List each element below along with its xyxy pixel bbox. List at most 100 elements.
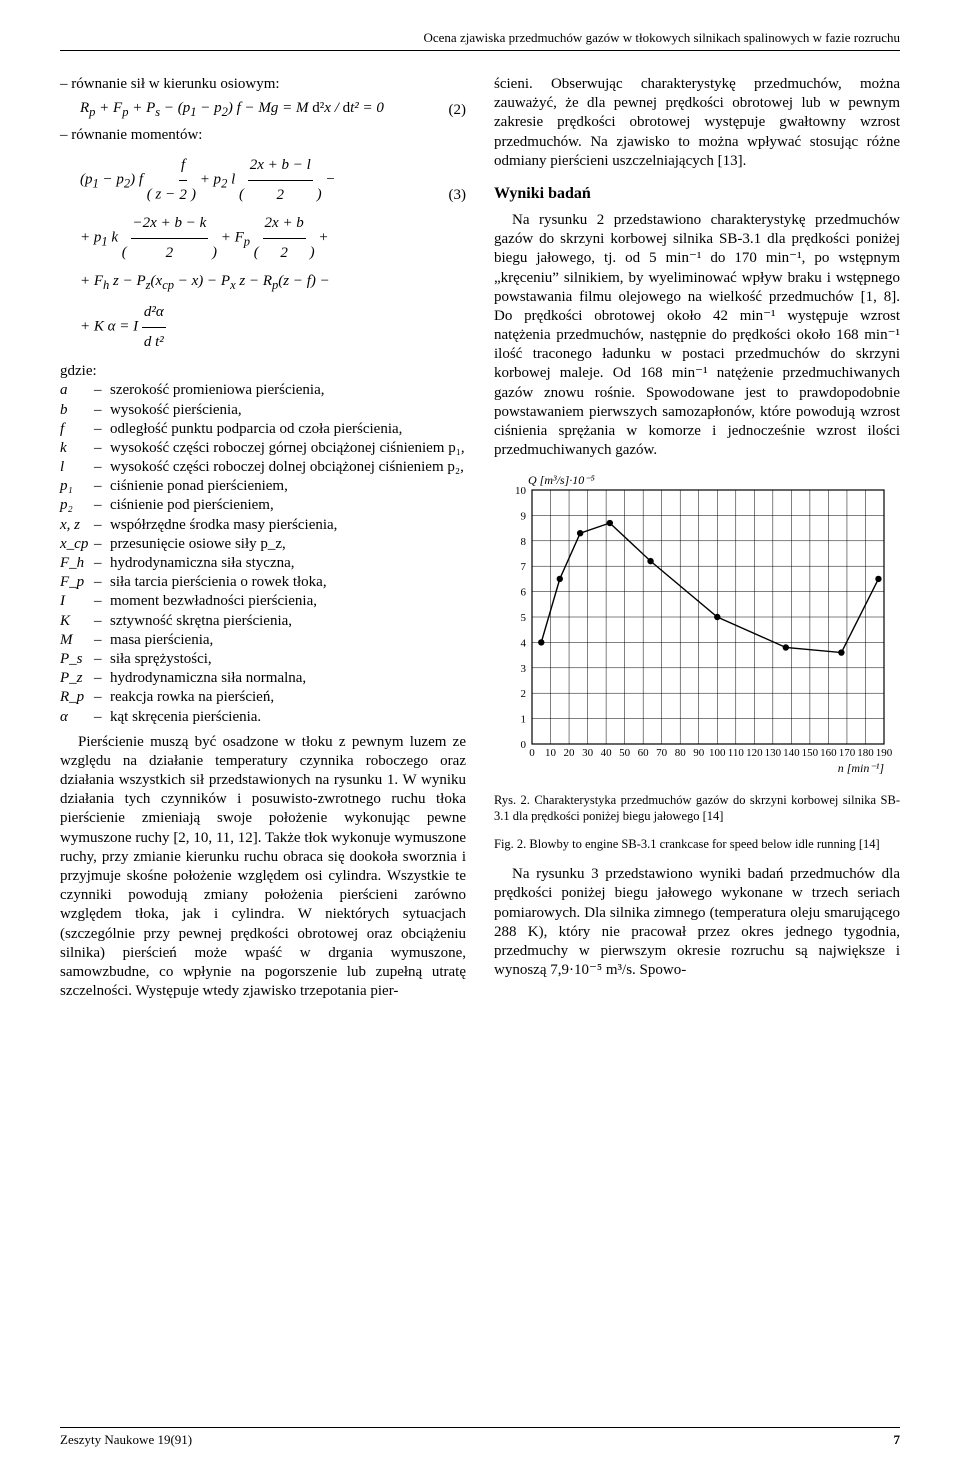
symbol-dash: – bbox=[94, 477, 110, 496]
symbol-term: F_h bbox=[60, 554, 94, 573]
svg-text:140: 140 bbox=[783, 747, 800, 759]
symbol-dash: – bbox=[94, 631, 110, 650]
symbol-dash: – bbox=[94, 592, 110, 611]
symbol-dash: – bbox=[94, 650, 110, 669]
right-para-2: Na rysunku 2 przedstawiono charakterysty… bbox=[494, 211, 900, 460]
footer-journal: Zeszyty Naukowe 19(91) bbox=[60, 1432, 192, 1448]
svg-text:100: 100 bbox=[709, 747, 726, 759]
figure-2-chart: 0102030405060708090100110120130140150160… bbox=[494, 470, 900, 785]
svg-text:5: 5 bbox=[521, 612, 527, 624]
symbol-row: b–wysokość pierścienia, bbox=[60, 401, 466, 420]
svg-text:190: 190 bbox=[876, 747, 893, 759]
symbol-desc: odległość punktu podparcia od czoła pier… bbox=[110, 420, 466, 439]
svg-text:30: 30 bbox=[582, 747, 594, 759]
svg-text:Q [m³/s]·10⁻⁵: Q [m³/s]·10⁻⁵ bbox=[528, 473, 595, 487]
svg-text:n [min⁻¹]: n [min⁻¹] bbox=[838, 761, 885, 775]
svg-text:2: 2 bbox=[521, 689, 527, 701]
symbol-dash: – bbox=[94, 439, 110, 458]
symbol-row: K–sztywność skrętna pierścienia, bbox=[60, 612, 466, 631]
symbol-row: a–szerokość promieniowa pierścienia, bbox=[60, 381, 466, 400]
symbol-desc: współrzędne środka masy pierścienia, bbox=[110, 516, 466, 535]
svg-text:4: 4 bbox=[521, 638, 527, 650]
left-column: – równanie sił w kierunku osiowym: Rp + … bbox=[60, 75, 466, 1001]
symbol-term: f bbox=[60, 420, 94, 439]
symbol-term: F_p bbox=[60, 573, 94, 592]
equation-2-number: (2) bbox=[430, 102, 466, 119]
chart-svg: 0102030405060708090100110120130140150160… bbox=[494, 470, 894, 780]
symbol-dash: – bbox=[94, 708, 110, 727]
symbol-term: P_z bbox=[60, 669, 94, 688]
symbol-desc: wysokość części roboczej dolnej obciążon… bbox=[110, 458, 466, 477]
svg-text:170: 170 bbox=[839, 747, 856, 759]
svg-text:8: 8 bbox=[521, 536, 527, 548]
svg-text:80: 80 bbox=[675, 747, 687, 759]
symbol-desc: wysokość pierścienia, bbox=[110, 401, 466, 420]
svg-text:0: 0 bbox=[529, 747, 535, 759]
svg-text:60: 60 bbox=[638, 747, 650, 759]
symbol-row: F_h–hydrodynamiczna siła styczna, bbox=[60, 554, 466, 573]
left-paragraph: Pierścienie muszą być osadzone w tłoku z… bbox=[60, 733, 466, 1002]
symbol-dash: – bbox=[94, 573, 110, 592]
symbol-row: l–wysokość części roboczej dolnej obciąż… bbox=[60, 458, 466, 477]
svg-text:0: 0 bbox=[521, 739, 527, 751]
symbol-row: α–kąt skręcenia pierścienia. bbox=[60, 708, 466, 727]
symbol-dash: – bbox=[94, 535, 110, 554]
symbol-desc: moment bezwładności pierścienia, bbox=[110, 592, 466, 611]
symbol-term: K bbox=[60, 612, 94, 631]
symbol-dash: – bbox=[94, 420, 110, 439]
symbol-row: R_p–reakcja rowka na pierścień, bbox=[60, 688, 466, 707]
symbol-dash: – bbox=[94, 381, 110, 400]
symbol-desc: ciśnienie pod pierścieniem, bbox=[110, 496, 466, 515]
symbol-desc: ciśnienie ponad pierścieniem, bbox=[110, 477, 466, 496]
where-label: gdzie: bbox=[60, 362, 466, 381]
svg-text:160: 160 bbox=[820, 747, 837, 759]
symbol-row: p₂–ciśnienie pod pierścieniem, bbox=[60, 496, 466, 515]
symbol-dash: – bbox=[94, 612, 110, 631]
symbol-dash: – bbox=[94, 458, 110, 477]
symbol-desc: siła tarcia pierścienia o rowek tłoka, bbox=[110, 573, 466, 592]
right-para-top: ścieni. Obserwując charakterystykę przed… bbox=[494, 75, 900, 171]
svg-text:90: 90 bbox=[693, 747, 705, 759]
symbol-desc: kąt skręcenia pierścienia. bbox=[110, 708, 466, 727]
equation-2: Rp + Fp + Ps − (p1 − p2) f − Mg = M d²x … bbox=[80, 100, 466, 120]
symbol-term: l bbox=[60, 458, 94, 477]
svg-text:10: 10 bbox=[545, 747, 557, 759]
footer-page-number: 7 bbox=[894, 1432, 901, 1448]
svg-text:120: 120 bbox=[746, 747, 763, 759]
symbol-row: x_cp–przesunięcie osiowe siły p_z, bbox=[60, 535, 466, 554]
symbol-desc: hydrodynamiczna siła normalna, bbox=[110, 669, 466, 688]
symbol-row: x, z–współrzędne środka masy pierścienia… bbox=[60, 516, 466, 535]
symbol-row: f–odległość punktu podparcia od czoła pi… bbox=[60, 420, 466, 439]
section-heading: Wyniki badań bbox=[494, 185, 900, 203]
right-para-3: Na rysunku 3 przedstawiono wyniki badań … bbox=[494, 865, 900, 980]
equation-3-number: (3) bbox=[430, 151, 466, 204]
symbol-dash: – bbox=[94, 669, 110, 688]
figure-caption-en: Fig. 2. Blowby to engine SB-3.1 crankcas… bbox=[494, 837, 900, 853]
symbol-desc: przesunięcie osiowe siły p_z, bbox=[110, 535, 466, 554]
symbol-dash: – bbox=[94, 496, 110, 515]
equation-3-body: (p1 − p2) f ( z − f2 ) + p2 l ( 2x + b −… bbox=[80, 151, 430, 356]
symbol-desc: wysokość części roboczej górnej obciążon… bbox=[110, 439, 466, 458]
symbol-row: P_s–siła sprężystości, bbox=[60, 650, 466, 669]
svg-text:9: 9 bbox=[521, 511, 527, 523]
symbol-term: R_p bbox=[60, 688, 94, 707]
symbol-row: k–wysokość części roboczej górnej obciąż… bbox=[60, 439, 466, 458]
symbol-term: x, z bbox=[60, 516, 94, 535]
svg-text:70: 70 bbox=[656, 747, 668, 759]
page-footer: Zeszyty Naukowe 19(91) 7 bbox=[60, 1427, 900, 1448]
svg-text:10: 10 bbox=[515, 485, 527, 497]
svg-text:3: 3 bbox=[521, 663, 527, 675]
equation-2-body: Rp + Fp + Ps − (p1 − p2) f − Mg = M d²x … bbox=[80, 100, 430, 120]
symbol-row: I–moment bezwładności pierścienia, bbox=[60, 592, 466, 611]
symbol-desc: siła sprężystości, bbox=[110, 650, 466, 669]
symbol-term: α bbox=[60, 708, 94, 727]
svg-text:1: 1 bbox=[521, 714, 527, 726]
eq1-intro: – równanie sił w kierunku osiowym: bbox=[60, 75, 466, 94]
symbol-row: P_z–hydrodynamiczna siła normalna, bbox=[60, 669, 466, 688]
symbol-term: P_s bbox=[60, 650, 94, 669]
figure-caption-pl: Rys. 2. Charakterystyka przedmuchów gazó… bbox=[494, 793, 900, 824]
svg-text:130: 130 bbox=[765, 747, 782, 759]
eq2-intro: – równanie momentów: bbox=[60, 126, 466, 145]
symbol-desc: sztywność skrętna pierścienia, bbox=[110, 612, 466, 631]
symbol-term: p₁ bbox=[60, 477, 94, 496]
